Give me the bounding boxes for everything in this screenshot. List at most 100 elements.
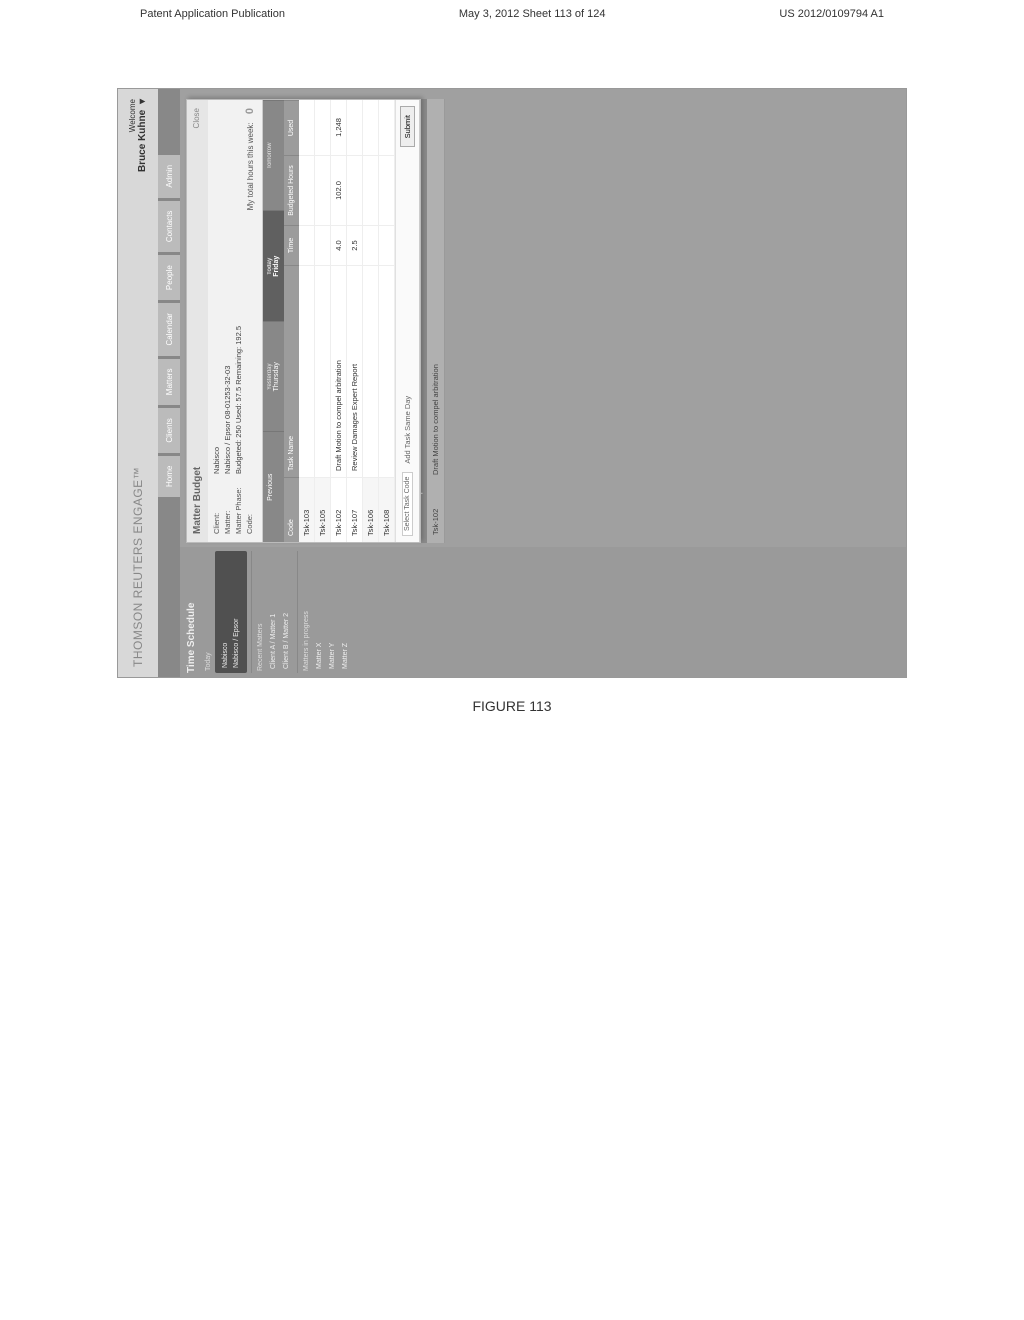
header-left: Patent Application Publication — [140, 8, 285, 20]
sidebar-divider — [251, 551, 252, 673]
task-code: Tsk-107 — [347, 477, 362, 542]
brand-logo: THOMSON REUTERS ENGAGE™ — [131, 467, 145, 667]
sidebar-other-item[interactable]: Matter X — [313, 551, 326, 673]
sidebar-title: Time Schedule — [186, 551, 197, 673]
task-budget: 102.0 — [331, 155, 346, 225]
sidebar-other-label: Matters in progress — [303, 551, 310, 671]
sidebar-recent-item[interactable]: Client B / Matter 2 — [280, 551, 293, 673]
task-time — [299, 225, 314, 265]
sidebar-selected-matter-name: Nabisco / Epsor — [231, 556, 242, 668]
panel-header: Matter Budget Close — [187, 100, 208, 542]
task-table: Tsk-103 Tsk-105 — [299, 100, 420, 542]
figure-area: THOMSON REUTERS ENGAGE™ Welcome Bruce Ku… — [117, 88, 907, 678]
task-row[interactable]: Tsk-106 — [363, 100, 379, 542]
panel-title: Matter Budget — [192, 467, 203, 534]
hours-block: My total hours this week: 0 — [244, 108, 256, 210]
cal-yesterday[interactable]: Yesterday Thursday — [263, 321, 284, 432]
budget-value: Budgeted: 250 Used: 57.5 Remaining: 192.… — [234, 326, 243, 474]
nav-people[interactable]: People — [158, 255, 180, 300]
submit-button[interactable]: Submit — [400, 106, 415, 147]
figure-caption: FIGURE 113 — [0, 698, 1024, 714]
task-row[interactable]: Tsk-102 Draft Motion to compel arbitrati… — [331, 100, 347, 542]
sidebar-recent-item[interactable]: Client A / Matter 1 — [267, 551, 280, 673]
task-code: Tsk-105 — [315, 477, 330, 542]
task-name — [315, 265, 330, 477]
nav-home[interactable]: Home — [158, 456, 180, 497]
sidebar-other-item[interactable]: Matter Z — [339, 551, 352, 673]
header-center: May 3, 2012 Sheet 113 of 124 — [459, 8, 606, 20]
sidebar-recent-label: Recent Matters — [257, 551, 264, 671]
task-time[interactable]: 4.0 — [331, 225, 346, 265]
nav-calendar[interactable]: Calendar — [158, 303, 180, 355]
sidebar-divider — [297, 551, 298, 673]
budget-label: Matter: — [223, 474, 232, 534]
phase-col-time: Time — [284, 225, 299, 265]
sidebar-selected-matter[interactable]: Nabisco Nabisco / Epsor — [215, 551, 247, 673]
phase-col-used: Used — [284, 100, 299, 155]
app-root: THOMSON REUTERS ENGAGE™ Welcome Bruce Ku… — [117, 88, 907, 678]
task-row[interactable]: Tsk-108 — [379, 100, 395, 542]
task-code: Tsk-106 — [363, 477, 378, 542]
matter-budget-panel: Matter Budget Close Client: Nabisco Mat — [186, 99, 421, 543]
calendar-strip: Previous Yesterday Thursday Today Friday — [263, 100, 284, 542]
cal-prev-label: Previous — [267, 474, 274, 501]
cal-today[interactable]: Today Friday — [263, 211, 284, 322]
task-row[interactable]: Tsk-107 Review Damages Expert Report 2.5 — [347, 100, 363, 542]
bg-row-desc: Draft Motion to compel arbitration — [431, 107, 440, 475]
task-budget — [315, 155, 330, 225]
bg-row: Tsk-102 Draft Motion to compel arbitrati… — [427, 99, 445, 543]
patent-page-header: Patent Application Publication May 3, 20… — [0, 0, 1024, 28]
welcome-block: Welcome Bruce Kuhne ▾ — [128, 99, 148, 172]
sidebar-date-label: Today — [205, 551, 212, 671]
budget-value: Nabisco — [212, 447, 221, 474]
budget-row-phase: Matter Phase: Budgeted: 250 Used: 57.5 R… — [234, 210, 243, 534]
task-budget — [363, 155, 378, 225]
sidebar-selected-client: Nabisco — [220, 556, 231, 668]
add-task-row: Select Task Code Add Task Same Day Submi… — [395, 100, 419, 542]
phase-header: Code Task Name Time Budgeted Hours Used — [284, 100, 299, 542]
content-row: Time Schedule Today Nabisco Nabisco / Ep… — [180, 89, 906, 677]
cal-tomorrow[interactable]: Tomorrow — [263, 100, 284, 211]
task-used — [315, 100, 330, 155]
task-used — [299, 100, 314, 155]
phase-col-code: Code — [284, 477, 299, 542]
task-budget — [299, 155, 314, 225]
task-time — [315, 225, 330, 265]
cal-yesterday-sub: Yesterday — [267, 324, 273, 430]
budget-label: Matter Phase: — [234, 474, 243, 534]
task-time[interactable]: 2.5 — [347, 225, 362, 265]
phase-col-task: Task Name — [284, 265, 299, 477]
task-used: 1,248 — [331, 100, 346, 155]
nav-admin[interactable]: Admin — [158, 155, 180, 198]
task-budget — [347, 155, 362, 225]
budget-row-client: Client: Nabisco — [212, 210, 221, 534]
nav-clients[interactable]: Clients — [158, 408, 180, 452]
task-name: Review Damages Expert Report — [347, 265, 362, 477]
sidebar-other-item[interactable]: Matter Y — [326, 551, 339, 673]
bg-row-code: Tsk-102 — [431, 485, 440, 535]
task-code: Tsk-108 — [379, 477, 394, 542]
select-task-code[interactable]: Select Task Code — [402, 472, 413, 536]
nav-matters[interactable]: Matters — [158, 359, 180, 406]
cal-today-day: Friday — [273, 256, 280, 277]
phase-col-budget: Budgeted Hours — [284, 155, 299, 225]
task-row[interactable]: Tsk-103 — [299, 100, 315, 542]
hours-label: My total hours this week: — [246, 122, 255, 210]
cal-prev[interactable]: Previous — [263, 432, 284, 543]
nav-contacts[interactable]: Contacts — [158, 201, 180, 253]
task-code: Tsk-103 — [299, 477, 314, 542]
task-row[interactable]: Tsk-105 — [315, 100, 331, 542]
nav-bar: Home Clients Matters Calendar People Con… — [158, 89, 180, 677]
chevron-down-icon: ▾ — [137, 99, 148, 104]
close-link[interactable]: Close — [192, 108, 201, 128]
task-time — [363, 225, 378, 265]
budget-info: Client: Nabisco Matter: Nabisco / Epsor … — [208, 100, 263, 542]
budget-row-matter: Matter: Nabisco / Epsor 08-01253-32-03 — [223, 210, 232, 534]
cal-tomorrow-sub: Tomorrow — [267, 103, 273, 209]
rotated-screenshot: THOMSON REUTERS ENGAGE™ Welcome Bruce Ku… — [117, 88, 907, 678]
sidebar: Time Schedule Today Nabisco Nabisco / Ep… — [180, 547, 906, 677]
welcome-user-dropdown[interactable]: Bruce Kuhne ▾ — [137, 99, 148, 172]
task-used — [379, 100, 394, 155]
budget-left: Client: Nabisco Matter: Nabisco / Epsor … — [212, 210, 256, 534]
add-task-same-day[interactable]: Add Task Same Day — [403, 396, 412, 464]
